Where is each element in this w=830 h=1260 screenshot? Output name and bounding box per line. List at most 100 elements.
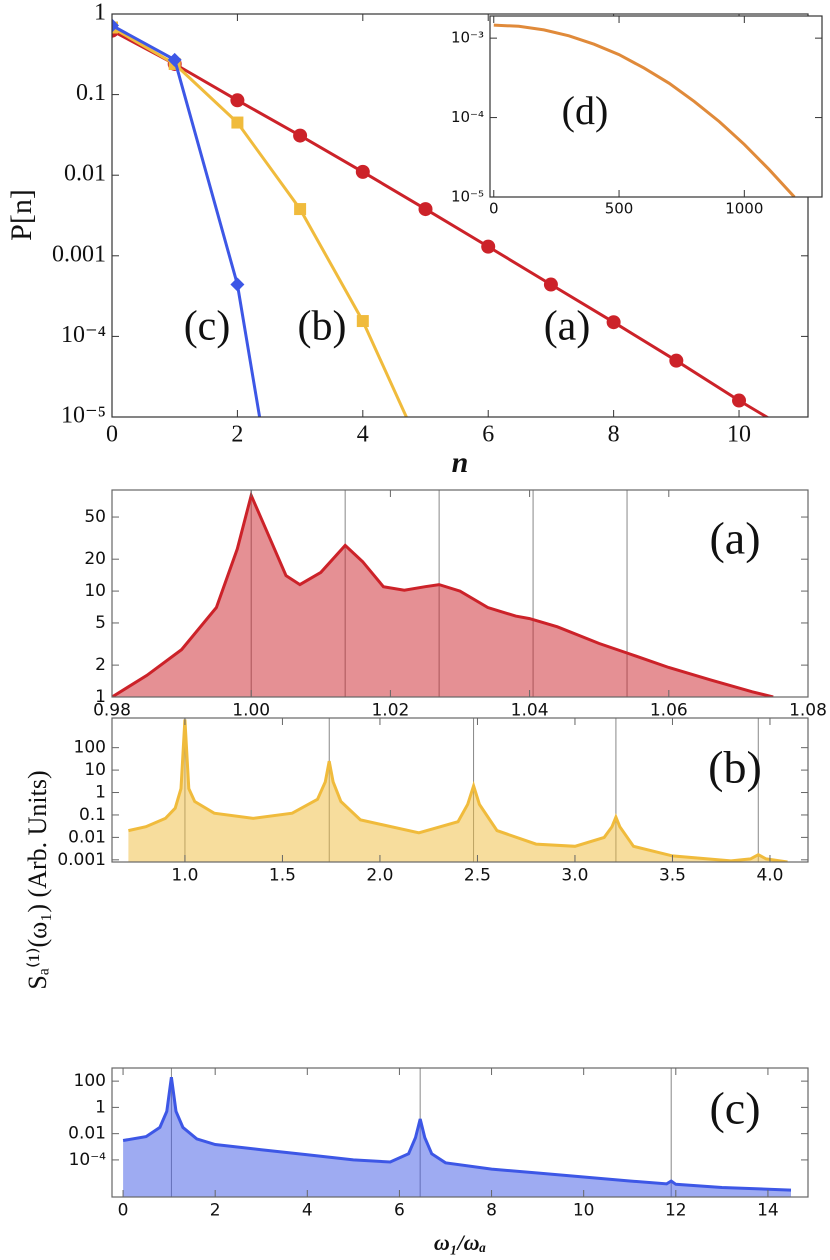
y-tick-label: 100 [74,1071,106,1091]
panel: 0.98 1.00 1.02 1.04 1.06 1.08 1 2 5 10 20 50 (a) [84,489,827,721]
marker [294,203,307,216]
y-tick-label: 20 [84,549,106,569]
marker [230,277,245,292]
x-axis-label: n [452,446,469,479]
x-tick-label: 1000 [725,200,763,218]
x-tick-label: 2.0 [366,866,393,886]
x-tick-label: 8 [608,422,620,448]
marker [231,116,244,129]
plot-frame [111,489,809,698]
annotation: (b) [298,304,347,350]
x-tick-label: 0 [106,422,118,448]
y-tick-label: 50 [84,507,106,527]
x-tick-label: 6 [482,422,494,448]
plot-frame [111,13,809,418]
annotation: (a) [544,304,591,350]
x-tick-label: 0 [489,200,499,218]
x-axis-label: ω₁/ωₐ [434,1230,486,1255]
y-tick-label: 0.1 [76,80,106,106]
plot-area [128,718,788,862]
y-tick-label: 10 [84,581,106,601]
series-line [122,1076,792,1192]
x-tick-label: 6 [394,1201,405,1221]
marker [418,202,433,217]
x-tick-label: 4 [302,1201,313,1221]
y-tick-label: 0.001 [52,241,106,267]
inset-background [490,16,822,197]
marker [355,164,370,179]
series-line [112,26,409,417]
x-tick-label: 3.0 [561,866,588,886]
x-tick-label: 3.5 [659,866,686,886]
x-tick-label: 1.0 [171,866,198,886]
x-tick-label: 1.04 [511,701,549,721]
plot-area [122,1068,792,1197]
marker [543,277,558,292]
x-tick-label: 0 [118,1201,129,1221]
annotation: (c) [184,304,231,350]
y-tick-label: 10⁻⁴ [61,322,106,348]
y-tick-label: 2 [95,655,106,675]
marker [167,52,182,67]
y-tick-label: 1 [94,0,106,26]
area-fill [112,495,774,697]
y-tick-label: 5 [95,613,106,633]
y-tick-label: 1 [95,687,106,707]
y-axis-label: P[n] [5,189,38,241]
x-tick-label: 8 [486,1201,497,1221]
x-tick-label: 4.0 [756,866,783,886]
x-tick-label: 0.98 [93,701,131,721]
plot-area [493,23,796,197]
x-tick-label: 500 [605,200,634,218]
panel: 0 2 4 6 8 10 12 14 100 1 0.01 10⁻⁴ (c) ω₁/ωₐ [68,1067,809,1255]
y-tick-label: 0.001 [57,850,106,870]
y-tick-label: 0.01 [68,827,106,847]
x-tick-label: 2.5 [464,866,491,886]
marker [481,239,496,254]
y-tick-label: 10⁻⁴ [69,1150,107,1170]
x-tick-label: 14 [757,1201,779,1221]
y-tick-label: 10 [84,760,106,780]
x-tick-label: 1.5 [269,866,296,886]
y-tick-label: 1 [95,783,106,803]
y-tick-label: 10⁻⁵ [451,188,484,206]
plot-frame [111,1067,809,1198]
panel: 0 500 1000 10⁻³ 10⁻⁴ 10⁻⁵ (d) [451,15,823,218]
annotation: (d) [562,88,609,133]
x-tick-label: 1.02 [371,701,409,721]
panel: 0 2 4 6 8 10 1 0.1 0.01 0.001 10⁻⁴ 10⁻⁵ (c) (b) (a) n P[… [5,0,809,479]
plot-frame [489,15,823,198]
marker [112,18,119,33]
marker [606,315,621,330]
plot-area [112,18,770,465]
marker [230,93,245,108]
marker [420,453,432,465]
x-tick-label: 10 [573,1201,595,1221]
annotation: (a) [709,513,760,564]
annotation: (b) [708,742,762,793]
series-line [112,24,262,417]
y-tick-label: 10⁻⁴ [451,108,484,126]
series-line [493,23,796,197]
series-line [112,29,770,417]
x-tick-label: 12 [665,1201,687,1221]
y-tick-label: 0.01 [64,161,106,187]
x-tick-label: 2 [231,422,243,448]
y-tick-label: 0.01 [68,1124,106,1144]
y-tick-label: 10⁻⁵ [61,403,106,429]
y-axis-label: Sₐ⁽¹⁾(ω₁) (Arb. Units) [23,770,52,989]
y-tick-label: 0.1 [79,805,106,825]
marker [293,128,308,143]
marker [356,315,369,328]
x-tick-label: 4 [357,422,369,448]
marker [669,353,684,368]
x-tick-label: 1.00 [232,701,270,721]
area-fill [123,1077,792,1197]
plot-area [112,490,774,697]
area-fill [128,719,788,862]
x-tick-label: 1.08 [789,701,827,721]
y-tick-label: 100 [74,738,106,758]
